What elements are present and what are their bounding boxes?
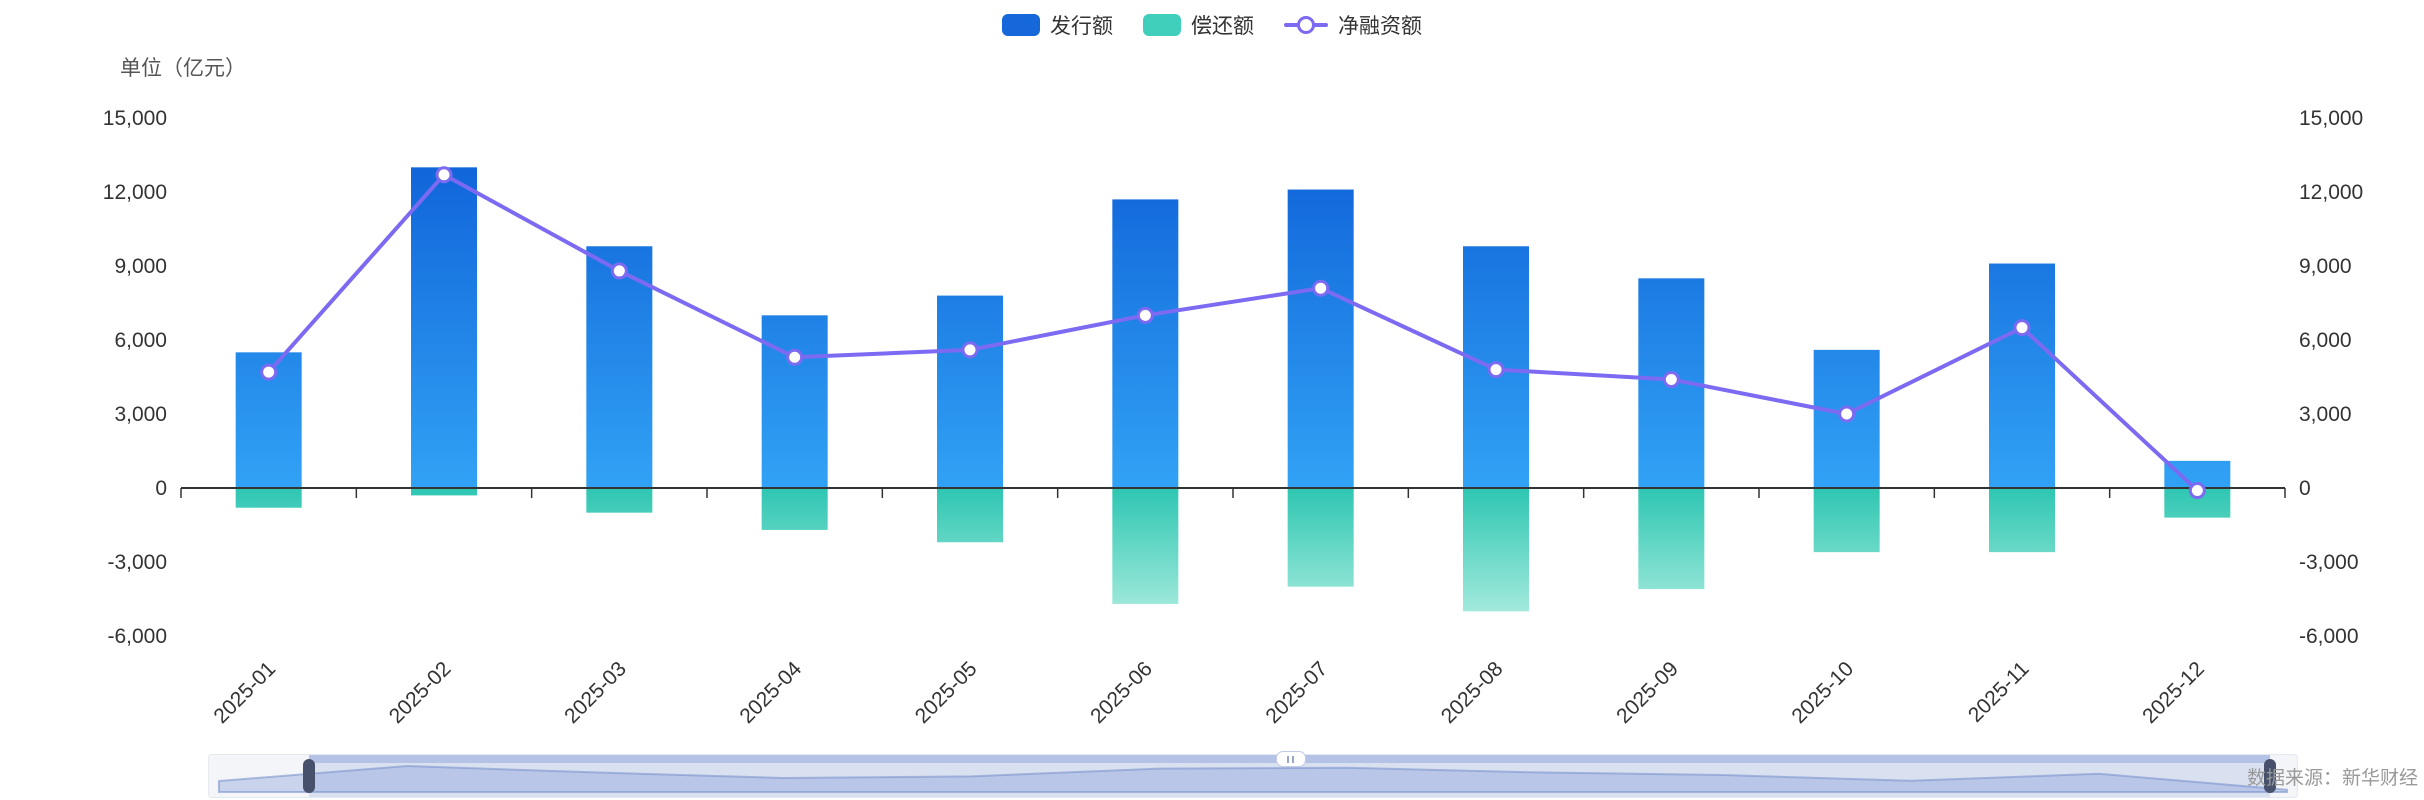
legend-line-dot-icon (1297, 16, 1315, 34)
repayment-bar-2025-05[interactable] (937, 488, 1003, 543)
y-axis-left-label: -6,000 (107, 625, 167, 648)
legend: 发行额 偿还额 净融资额 (0, 10, 2424, 40)
repayment-bar-2025-06[interactable] (1112, 488, 1179, 604)
x-axis-label-2025-08: 2025-08 (1437, 657, 1508, 728)
net-line-point-2025-09[interactable] (1662, 370, 1680, 388)
datazoom-right-handle[interactable] (2263, 759, 2276, 793)
y-axis-right-label: 15,000 (2299, 107, 2363, 130)
datazoom-slider[interactable] (208, 751, 2298, 798)
net-line-point-2025-04[interactable] (786, 348, 804, 366)
y-axis-right-label: 6,000 (2299, 329, 2352, 352)
net-line-point-2025-01[interactable] (260, 363, 278, 381)
x-axis-label-2025-02: 2025-02 (385, 657, 456, 728)
datazoom-left-handle[interactable] (303, 759, 316, 793)
datazoom-area (218, 764, 2288, 793)
x-axis-label-2025-07: 2025-07 (1261, 657, 1332, 728)
repayment-bar-2025-09[interactable] (1638, 488, 1705, 590)
legend-label: 偿还额 (1191, 15, 1254, 38)
x-axis-label-2025-06: 2025-06 (1086, 657, 1157, 728)
y-axis-right-label: -6,000 (2299, 625, 2359, 648)
net-line-point-2025-07[interactable] (1312, 279, 1330, 297)
y-axis-left-label: 3,000 (114, 403, 167, 426)
legend-bar-swatch (1143, 14, 1181, 36)
issuance-bar-2025-11[interactable] (1989, 263, 2055, 488)
datazoom-silhouette (218, 764, 2288, 793)
grip-dot (1287, 755, 1290, 763)
x-axis-label-2025-05: 2025-05 (911, 657, 982, 728)
y-axis-left-label: 15,000 (103, 107, 167, 130)
net-line-point-2025-10[interactable] (1838, 405, 1856, 423)
net-line-point-2025-08[interactable] (1487, 361, 1505, 379)
issuance-bar-2025-02[interactable] (411, 167, 477, 489)
repayment-bar-2025-02[interactable] (411, 488, 477, 496)
net-line-point-2025-03[interactable] (610, 262, 628, 280)
x-axis-label-2025-01: 2025-01 (209, 657, 280, 728)
data-source-label: 数据来源：新华财经 (2246, 768, 2418, 789)
legend-bar-swatch (1002, 14, 1040, 36)
axis-unit-label: 单位（亿元） (120, 57, 246, 80)
legend-label: 发行额 (1050, 15, 1113, 38)
y-axis-left-label: 6,000 (114, 329, 167, 352)
x-axis-label-2025-09: 2025-09 (1612, 657, 1683, 728)
legend-item-2[interactable]: 净融资额 (1284, 10, 1422, 40)
net-line-point-2025-12[interactable] (2188, 481, 2206, 499)
y-axis-left-label: 0 (155, 477, 167, 500)
y-axis-right-label: 0 (2299, 477, 2311, 500)
datazoom-move-grip[interactable] (1275, 751, 1306, 767)
y-axis-left-label: 12,000 (103, 181, 167, 204)
y-axis-right-label: -3,000 (2299, 551, 2359, 574)
grip-dot (1292, 755, 1295, 763)
issuance-bar-2025-04[interactable] (761, 315, 828, 488)
repayment-bar-2025-04[interactable] (761, 488, 828, 530)
legend-item-1[interactable]: 偿还额 (1143, 10, 1254, 40)
y-axis-left-label: -3,000 (107, 551, 167, 574)
x-axis-label-2025-03: 2025-03 (560, 657, 631, 728)
y-axis-right-label: 12,000 (2299, 181, 2363, 204)
issuance-bar-2025-05[interactable] (937, 295, 1003, 488)
repayment-bar-2025-07[interactable] (1287, 488, 1354, 587)
y-axis-right-label: 3,000 (2299, 403, 2352, 426)
y-axis-left-label: 9,000 (114, 255, 167, 278)
x-axis-label-2025-11: 2025-11 (1964, 657, 2034, 727)
net-line-point-2025-02[interactable] (435, 166, 453, 184)
net-line-point-2025-06[interactable] (1136, 306, 1154, 324)
legend-label: 净融资额 (1338, 15, 1422, 38)
net-financing-line (266, 172, 2200, 493)
x-axis-label-2025-04: 2025-04 (735, 657, 806, 728)
repayment-bar-2025-10[interactable] (1813, 488, 1880, 553)
repayment-bar-2025-08[interactable] (1463, 488, 1529, 612)
repayment-bar-2025-03[interactable] (586, 488, 653, 513)
x-axis-label-2025-12: 2025-12 (2138, 657, 2209, 728)
legend-item-0[interactable]: 发行额 (1002, 10, 1113, 40)
issuance-bar-2025-07[interactable] (1287, 189, 1354, 489)
y-axis-right-label: 9,000 (2299, 255, 2352, 278)
net-line-point-2025-05[interactable] (961, 341, 979, 359)
issuance-bar-2025-06[interactable] (1112, 199, 1179, 488)
repayment-bar-2025-11[interactable] (1989, 488, 2055, 553)
repayment-bar-2025-01[interactable] (235, 488, 302, 508)
legend-line-marker (1284, 14, 1328, 36)
issuance-bar-2025-03[interactable] (586, 246, 653, 488)
x-axis-label-2025-10: 2025-10 (1787, 657, 1858, 728)
net-line-point-2025-11[interactable] (2013, 319, 2031, 337)
